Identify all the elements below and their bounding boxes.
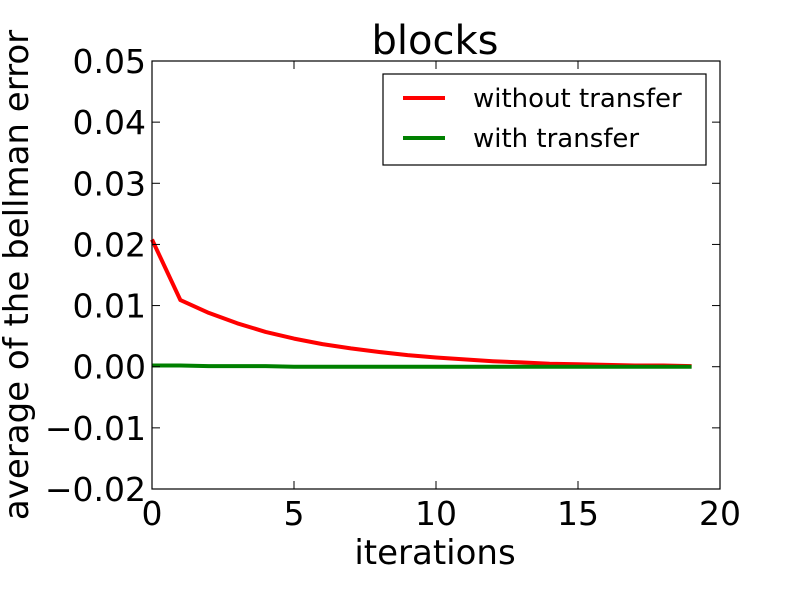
y-tick-label: −0.02 — [45, 470, 146, 509]
x-tick-label: 15 — [557, 494, 599, 533]
y-tick-label: 0.04 — [73, 103, 146, 142]
y-tick-label: 0.05 — [73, 42, 146, 81]
y-tick-label: −0.01 — [45, 409, 146, 448]
y-axis-label: average of the bellman error — [0, 30, 37, 520]
plot-area: 0 5 10 15 20 −0.02 −0.01 0.00 0.01 0.02 0.03 0.04 0.… — [45, 42, 741, 533]
chart-title: blocks — [372, 18, 499, 64]
x-tick-label: 0 — [142, 494, 163, 533]
y-tick-label: 0.01 — [73, 287, 146, 326]
legend-label-with-transfer: with transfer — [473, 124, 639, 154]
x-tick-label: 5 — [284, 494, 305, 533]
y-tick-label: 0.02 — [73, 225, 146, 264]
y-tick-label: 0.03 — [73, 164, 146, 203]
series-line-with-transfer — [152, 363, 692, 369]
x-axis-label: iterations — [354, 533, 515, 573]
x-tick-label: 10 — [415, 494, 457, 533]
x-tick-label: 20 — [699, 494, 741, 533]
legend-label-without-transfer: without transfer — [473, 84, 682, 114]
legend-box — [382, 73, 707, 166]
y-tick-label: 0.00 — [73, 348, 146, 387]
